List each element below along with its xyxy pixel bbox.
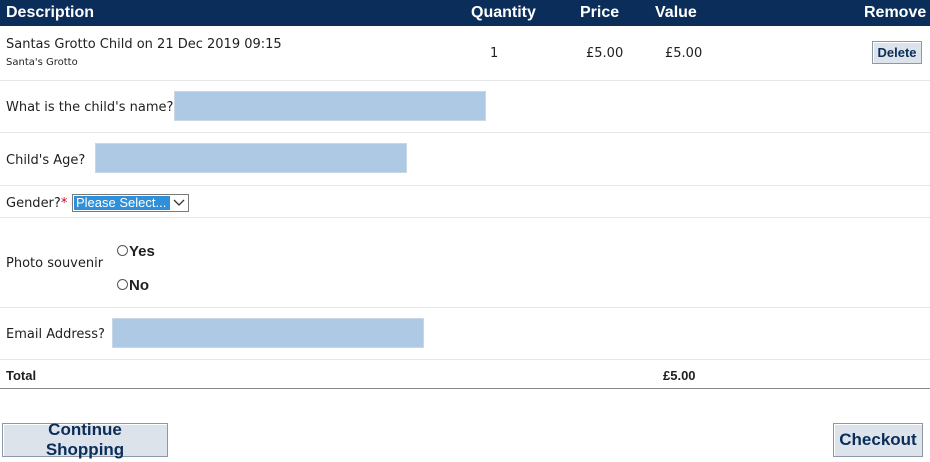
header-price: Price (580, 4, 620, 21)
item-subtitle: Santa's Grotto (6, 57, 78, 68)
gender-selected-value: Please Select... (74, 196, 170, 210)
row-divider (0, 307, 930, 308)
header-quantity: Quantity (471, 4, 536, 21)
row-divider (0, 132, 930, 133)
email-label: Email Address? (6, 327, 105, 342)
delete-button[interactable]: Delete (872, 41, 922, 64)
gender-label: Gender?* (6, 196, 67, 211)
email-input[interactable] (112, 318, 424, 348)
item-title: Santas Grotto Child on 21 Dec 2019 09:15 (6, 37, 282, 52)
total-label: Total (6, 368, 37, 383)
header-remove: Remove (864, 4, 927, 21)
child-name-label: What is the child's name? (6, 100, 174, 115)
row-divider (0, 217, 930, 218)
continue-shopping-button[interactable]: Continue Shopping (2, 420, 168, 459)
item-price: £5.00 (586, 46, 624, 61)
child-age-label: Child's Age? (6, 153, 86, 168)
gender-label-text: Gender? (6, 196, 61, 211)
basket-table-header: Description Quantity Price Value Remove (0, 0, 930, 26)
header-description: Description (6, 4, 95, 21)
photo-souvenir-label: Photo souvenir (6, 256, 104, 271)
photo-yes-radio[interactable] (117, 245, 128, 256)
header-value: Value (655, 4, 697, 21)
child-name-input[interactable] (174, 91, 486, 121)
row-divider (0, 185, 930, 186)
total-value: £5.00 (663, 368, 696, 383)
required-marker: * (60, 196, 68, 211)
item-quantity: 1 (490, 46, 499, 61)
total-divider (0, 388, 930, 389)
item-value: £5.00 (665, 46, 703, 61)
child-age-input[interactable] (95, 143, 407, 173)
row-divider (0, 359, 930, 360)
gender-select[interactable]: Please Select... (72, 194, 189, 212)
checkout-button[interactable]: Checkout (833, 423, 923, 457)
photo-no-radio[interactable] (117, 279, 128, 290)
photo-no-label[interactable]: No (129, 277, 149, 294)
row-divider (0, 80, 930, 81)
photo-yes-label[interactable]: Yes (129, 243, 155, 260)
chevron-down-icon (171, 196, 187, 210)
